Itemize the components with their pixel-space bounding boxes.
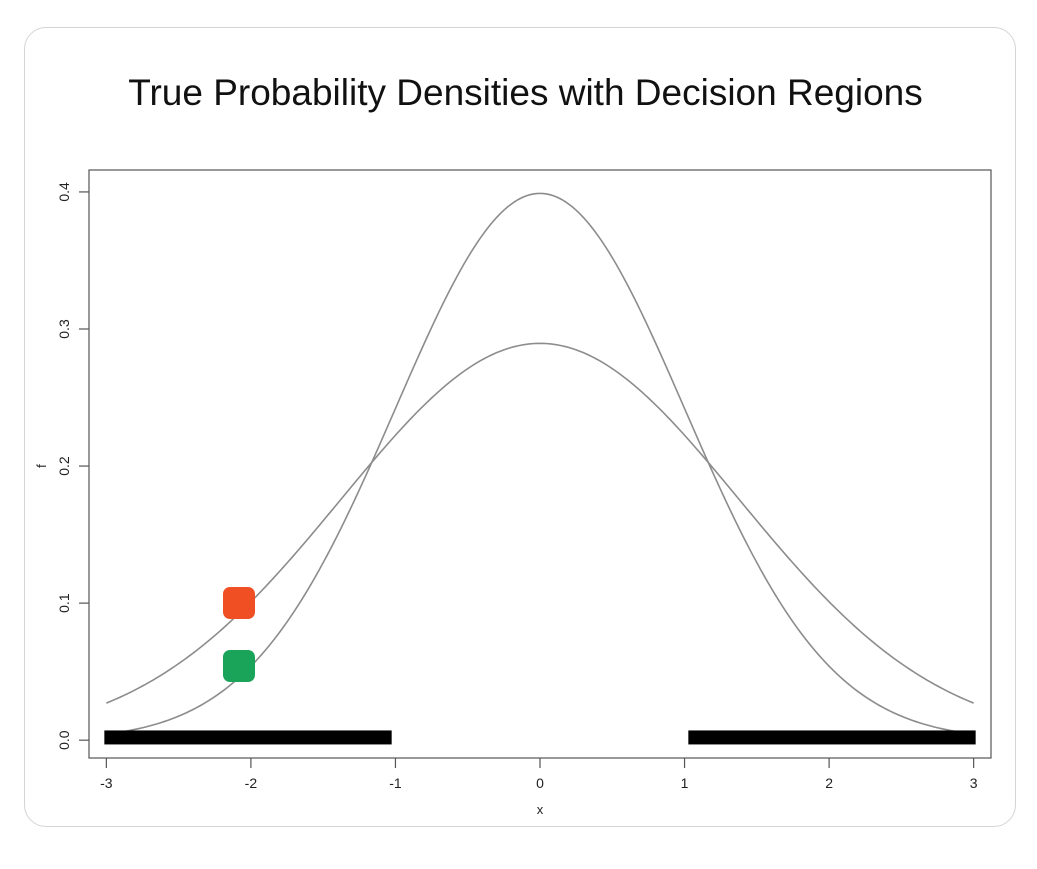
y-tick-label: 0.2: [56, 456, 72, 476]
chart-card: [24, 27, 1016, 827]
decision-region-1: [104, 730, 392, 745]
x-tick-label: -2: [245, 775, 258, 791]
x-axis: -3 -2 -1 0 1 2 3: [100, 758, 978, 791]
decision-regions: [104, 730, 976, 745]
y-tick-label: 0.1: [56, 593, 72, 613]
y-tick-label: 0.0: [56, 730, 72, 750]
x-axis-label: x: [537, 802, 544, 817]
x-tick-label: -1: [389, 775, 402, 791]
x-tick-label: 2: [825, 775, 833, 791]
marker-1: [223, 587, 256, 620]
density-curve-2: [106, 342, 974, 704]
x-tick-label: 3: [970, 775, 978, 791]
x-tick-label: 1: [681, 775, 689, 791]
y-tick-label: 0.3: [56, 319, 72, 339]
chart-title: True Probability Densities with Decision…: [128, 72, 923, 113]
y-axis: 0.0 0.1 0.2 0.3 0.4: [56, 182, 89, 750]
y-tick-label: 0.4: [56, 182, 72, 202]
x-tick-label: -3: [100, 775, 113, 791]
decision-region-2: [688, 730, 976, 745]
x-tick-label: 0: [536, 775, 544, 791]
marker-2: [223, 650, 256, 683]
y-axis-label: f: [34, 464, 49, 468]
